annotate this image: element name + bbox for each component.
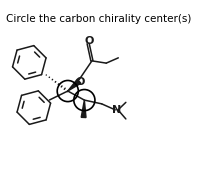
Polygon shape [81, 100, 86, 117]
Text: O: O [75, 77, 85, 87]
Text: Circle the carbon chirality center(s): Circle the carbon chirality center(s) [6, 14, 191, 24]
Text: O: O [84, 36, 94, 46]
Polygon shape [68, 79, 81, 91]
Text: N: N [112, 105, 121, 115]
